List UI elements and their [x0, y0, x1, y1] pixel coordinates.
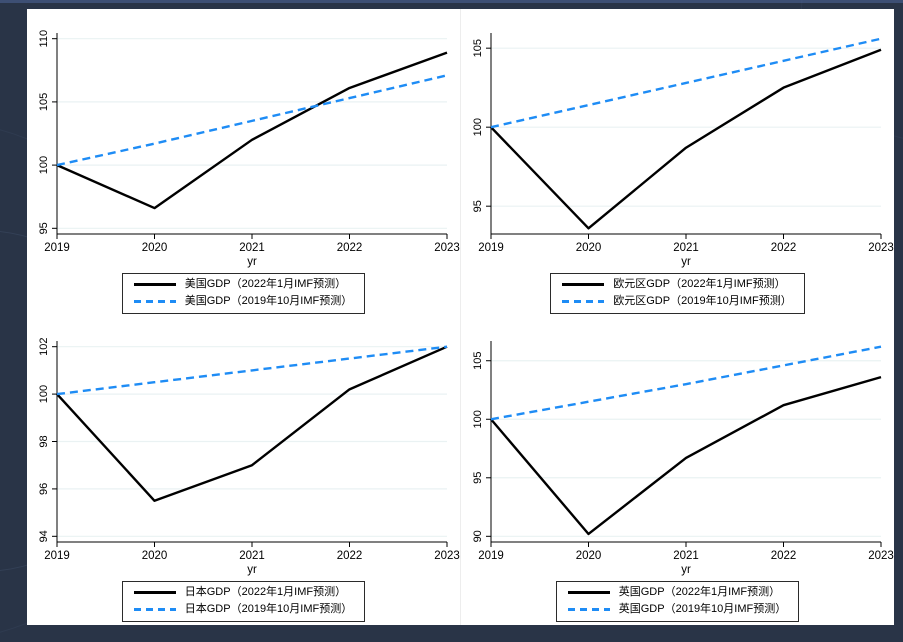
legend-line-solid-black [567, 591, 610, 594]
legend-entry-forecast: 英国GDP（2019年10月IMF预测） [567, 603, 787, 616]
line-chart-usa-gdp: 95 100 105 110 2019 2020 2021 2022 2023 yr [38, 30, 460, 268]
svg-text:2019: 2019 [478, 550, 504, 562]
svg-text:100: 100 [472, 118, 484, 136]
chart-panel-eurozone-gdp: 95 100 105 2019 2020 2021 2022 2023 yr 欧元区GDP（20… [460, 9, 894, 317]
legend-usa: 美国GDP（2022年1月IMF预测） 美国GDP（2019年10月IMF预测） [121, 273, 366, 314]
legend-label: 美国GDP（2019年10月IMF预测） [184, 295, 353, 307]
svg-text:2021: 2021 [239, 550, 265, 562]
svg-text:2019: 2019 [44, 550, 70, 562]
line-chart-eurozone-gdp: 95 100 105 2019 2020 2021 2022 2023 yr [472, 33, 894, 268]
svg-text:2019: 2019 [478, 242, 504, 254]
chart-panel-usa-gdp: 95 100 105 110 2019 2020 2021 2022 2023 yr 美国GDP（… [27, 9, 460, 317]
legend-label: 欧元区GDP（2019年10月IMF预测） [613, 295, 792, 307]
svg-text:102: 102 [38, 338, 50, 356]
legend-label: 英国GDP（2019年10月IMF预测） [618, 603, 787, 615]
svg-text:98: 98 [38, 435, 50, 447]
legend-label: 日本GDP（2019年10月IMF预测） [184, 603, 353, 615]
svg-text:2020: 2020 [142, 550, 168, 562]
svg-text:yr: yr [681, 564, 691, 576]
legend-entry-forecast: 日本GDP（2019年10月IMF预测） [133, 603, 353, 616]
legend-label: 欧元区GDP（2022年1月IMF预测） [613, 278, 786, 290]
svg-text:2019: 2019 [44, 242, 70, 254]
svg-text:100: 100 [38, 385, 50, 403]
legend-entry-actual: 欧元区GDP（2022年1月IMF预测） [562, 278, 791, 291]
legend-label: 日本GDP（2022年1月IMF预测） [184, 586, 347, 598]
svg-text:yr: yr [681, 256, 691, 268]
line-chart-japan-gdp: 94 96 98 100 102 2019 2020 2021 2022 2023 yr [38, 338, 460, 576]
legend-entry-forecast: 欧元区GDP（2019年10月IMF预测） [562, 295, 792, 308]
svg-text:2022: 2022 [771, 242, 797, 254]
svg-text:2023: 2023 [434, 550, 460, 562]
legend-line-dashed-blue [133, 608, 176, 611]
svg-text:105: 105 [472, 352, 484, 370]
legend-entry-forecast: 美国GDP（2019年10月IMF预测） [133, 295, 353, 308]
chart-panel-japan-gdp: 94 96 98 100 102 2019 2020 2021 2022 2023 yr 日本GDP… [27, 317, 460, 625]
svg-text:90: 90 [472, 530, 484, 542]
svg-text:yr: yr [247, 256, 257, 268]
legend-entry-actual: 日本GDP（2022年1月IMF预测） [133, 586, 352, 599]
legend-line-dashed-blue [562, 300, 605, 303]
svg-text:95: 95 [38, 222, 50, 234]
legend-uk: 英国GDP（2022年1月IMF预测） 英国GDP（2019年10月IMF预测） [555, 581, 800, 622]
chart-panel-uk-gdp: 90 95 100 105 2019 2020 2021 2022 2023 yr 英国GDP（2… [460, 317, 894, 625]
svg-text:94: 94 [38, 530, 50, 542]
svg-text:2021: 2021 [673, 242, 699, 254]
svg-text:105: 105 [472, 39, 484, 57]
svg-text:2023: 2023 [868, 242, 894, 254]
svg-text:yr: yr [247, 564, 257, 576]
svg-text:2021: 2021 [673, 550, 699, 562]
legend-label: 英国GDP（2022年1月IMF预测） [618, 586, 781, 598]
legend-label: 美国GDP（2022年1月IMF预测） [184, 278, 347, 290]
legend-line-solid-black [133, 591, 176, 594]
svg-text:110: 110 [38, 30, 50, 48]
legend-line-dashed-blue [133, 300, 176, 303]
legend-entry-actual: 美国GDP（2022年1月IMF预测） [133, 278, 352, 291]
svg-text:2020: 2020 [576, 242, 602, 254]
svg-text:100: 100 [472, 410, 484, 428]
legend-eurozone: 欧元区GDP（2022年1月IMF预测） 欧元区GDP（2019年10月IMF预… [550, 273, 805, 314]
svg-text:2023: 2023 [434, 242, 460, 254]
figure-canvas: 95 100 105 110 2019 2020 2021 2022 2023 yr 美国GDP（… [27, 9, 894, 625]
line-chart-uk-gdp: 90 95 100 105 2019 2020 2021 2022 2023 yr [472, 341, 894, 576]
svg-text:2023: 2023 [868, 550, 894, 562]
svg-text:2020: 2020 [576, 550, 602, 562]
svg-text:105: 105 [38, 93, 50, 111]
legend-japan: 日本GDP（2022年1月IMF预测） 日本GDP（2019年10月IMF预测） [121, 581, 366, 622]
svg-text:95: 95 [472, 472, 484, 484]
legend-entry-actual: 英国GDP（2022年1月IMF预测） [567, 586, 786, 599]
svg-text:2022: 2022 [771, 550, 797, 562]
svg-text:95: 95 [472, 200, 484, 212]
svg-text:2021: 2021 [239, 242, 265, 254]
legend-line-solid-black [133, 283, 176, 286]
legend-line-solid-black [562, 283, 605, 286]
svg-text:2022: 2022 [337, 550, 363, 562]
legend-line-dashed-blue [567, 608, 610, 611]
svg-text:2022: 2022 [337, 242, 363, 254]
svg-text:96: 96 [38, 483, 50, 495]
svg-text:2020: 2020 [142, 242, 168, 254]
svg-text:100: 100 [38, 156, 50, 174]
